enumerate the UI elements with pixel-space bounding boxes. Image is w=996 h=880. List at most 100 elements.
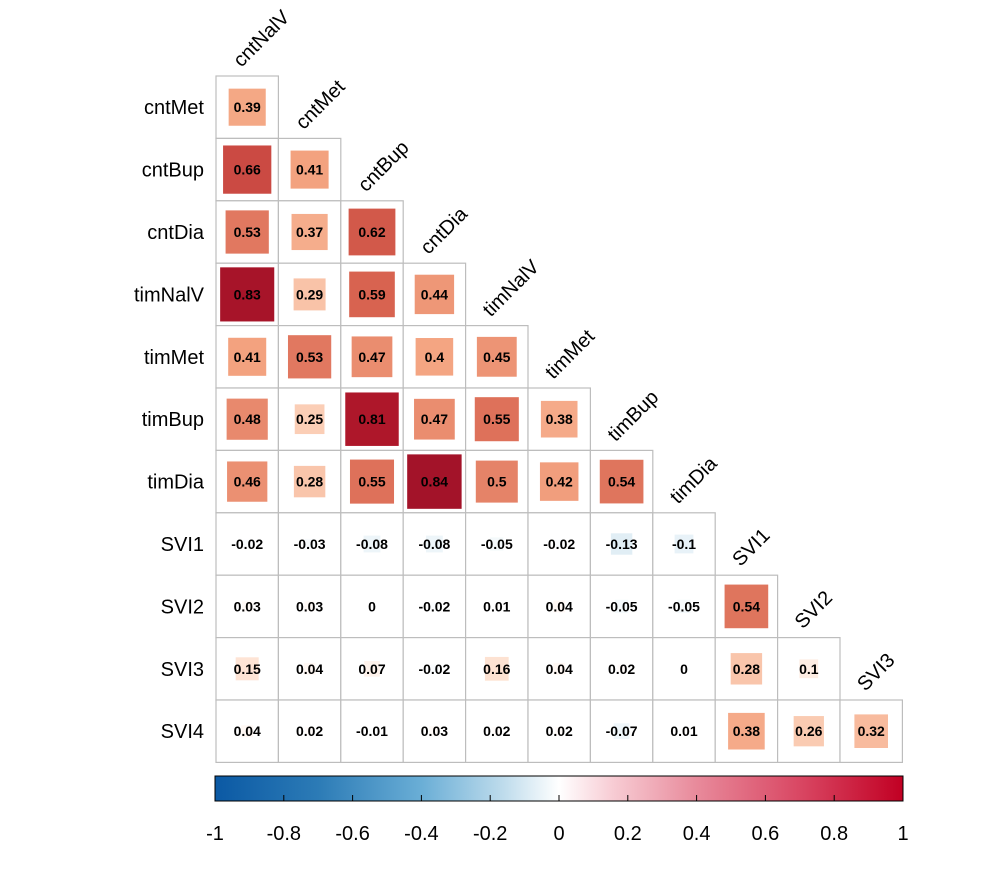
column-label-timnalv: timNalV bbox=[479, 256, 545, 322]
correlation-value: -0.01 bbox=[356, 723, 388, 739]
correlation-square bbox=[610, 533, 633, 555]
row-label-timdia: timDia bbox=[147, 472, 205, 494]
correlation-value: -0.07 bbox=[606, 723, 638, 739]
column-label-cntnalv: cntNalV bbox=[229, 6, 295, 72]
correlation-value: 0.59 bbox=[358, 286, 385, 302]
correlation-square bbox=[617, 664, 626, 674]
correlation-square bbox=[674, 534, 694, 554]
correlation-value: 0.04 bbox=[546, 598, 573, 614]
row-label-svi4: SVI4 bbox=[161, 721, 204, 743]
correlation-value: 0.1 bbox=[799, 661, 819, 677]
correlation-square bbox=[351, 336, 393, 378]
correlation-value: 0.44 bbox=[421, 286, 448, 302]
correlation-square bbox=[614, 599, 629, 614]
correlation-value: 0.02 bbox=[546, 723, 573, 739]
correlation-value: 0.32 bbox=[858, 723, 885, 739]
correlation-value: 0.15 bbox=[234, 661, 261, 677]
correlation-square bbox=[235, 657, 259, 681]
column-label-cntdia: cntDia bbox=[416, 202, 472, 258]
correlation-value: 0.04 bbox=[234, 723, 261, 739]
correlation-square bbox=[539, 462, 579, 501]
correlation-square bbox=[348, 208, 396, 256]
correlation-square bbox=[228, 88, 266, 126]
correlation-square bbox=[349, 459, 395, 504]
row-label-timmet: timMet bbox=[144, 347, 204, 369]
colorbar-tick-label: 0.8 bbox=[820, 823, 848, 845]
colorbar-tick-label: 0.2 bbox=[614, 823, 642, 845]
correlation-value: 0.01 bbox=[483, 598, 510, 614]
correlation-value: 0.55 bbox=[358, 474, 385, 490]
row-label-svi2: SVI2 bbox=[161, 596, 204, 618]
correlation-square bbox=[305, 726, 314, 736]
colorbar-tick-label: -1 bbox=[206, 823, 224, 845]
column-label-timbup: timBup bbox=[604, 386, 664, 446]
column-label-timmet: timMet bbox=[541, 325, 599, 383]
correlation-value: 0.66 bbox=[234, 162, 261, 178]
correlation-square bbox=[429, 726, 440, 737]
correlation-square bbox=[242, 601, 253, 612]
correlation-value: 0.41 bbox=[234, 349, 261, 365]
correlation-value: -0.02 bbox=[418, 661, 450, 677]
correlation-square bbox=[369, 728, 375, 735]
correlation-value: 0.84 bbox=[421, 474, 448, 490]
correlation-value: 0.25 bbox=[296, 411, 323, 427]
colorbar-tick-label: 1 bbox=[897, 823, 908, 845]
correlation-value: 0.28 bbox=[296, 474, 323, 490]
correlation-square bbox=[294, 404, 325, 435]
correlation-value: 0.04 bbox=[546, 661, 573, 677]
correlation-value: 0.01 bbox=[670, 723, 697, 739]
correlation-value: 0.38 bbox=[546, 411, 573, 427]
correlation-value: 0.29 bbox=[296, 286, 323, 302]
correlation-value: 0.03 bbox=[234, 598, 261, 614]
column-label-svi1: SVI1 bbox=[728, 525, 774, 571]
correlation-value: -0.08 bbox=[418, 536, 450, 552]
correlation-value: 0.07 bbox=[358, 661, 385, 677]
correlation-value: 0.45 bbox=[483, 349, 510, 365]
correlation-square bbox=[724, 584, 769, 629]
colorbar-tick-label: -0.2 bbox=[473, 823, 507, 845]
correlation-square bbox=[303, 662, 316, 675]
correlation-square bbox=[290, 150, 329, 189]
correlation-square bbox=[407, 454, 462, 509]
correlation-value: 0.42 bbox=[546, 474, 573, 490]
colorbar-tick-label: 0 bbox=[553, 823, 564, 845]
correlation-value: -0.02 bbox=[231, 536, 263, 552]
correlation-square bbox=[474, 397, 519, 442]
correlation-square bbox=[293, 278, 326, 311]
correlation-value: 0.5 bbox=[487, 474, 507, 490]
correlation-square bbox=[793, 716, 824, 747]
row-label-timnalv: timNalV bbox=[134, 284, 205, 306]
correlation-square bbox=[287, 335, 332, 379]
grid-cell bbox=[215, 449, 280, 514]
correlation-square bbox=[490, 537, 504, 551]
correlation-value: -0.05 bbox=[606, 598, 638, 614]
colorbar-tick-label: -0.8 bbox=[267, 823, 301, 845]
correlation-square bbox=[475, 460, 518, 503]
correlation-value: 0.02 bbox=[296, 723, 323, 739]
color-legend: -1 -0.8 -0.6 -0.4 -0.2 0 0.2 0.4 0.6 0.8 1 bbox=[206, 775, 909, 845]
grid-cell bbox=[402, 325, 467, 389]
correlation-square bbox=[492, 726, 502, 736]
correlation-value: -0.08 bbox=[356, 536, 388, 552]
correlation-square bbox=[226, 398, 268, 440]
correlation-square bbox=[363, 535, 381, 553]
row-label-cntbup: cntBup bbox=[142, 160, 204, 182]
correlation-square bbox=[476, 336, 517, 377]
correlation-value: 0.47 bbox=[358, 349, 385, 365]
correlation-value: -0.02 bbox=[543, 536, 575, 552]
correlation-square bbox=[484, 656, 509, 681]
correlation-value: 0.39 bbox=[234, 99, 261, 115]
correlation-value: 0 bbox=[680, 661, 688, 677]
grid-cell bbox=[277, 262, 342, 327]
row-label-svi1: SVI1 bbox=[161, 534, 204, 556]
correlation-square bbox=[414, 398, 455, 440]
correlation-square bbox=[681, 728, 687, 735]
correlation-value: 0.55 bbox=[483, 411, 510, 427]
correlation-square bbox=[241, 725, 254, 738]
colorbar-tick-label: 0.6 bbox=[751, 823, 779, 845]
correlation-square bbox=[430, 664, 439, 674]
row-label-timbup: timBup bbox=[142, 409, 204, 431]
correlation-square bbox=[540, 400, 578, 438]
correlation-value: 0.16 bbox=[483, 661, 510, 677]
correlation-square bbox=[223, 145, 272, 194]
